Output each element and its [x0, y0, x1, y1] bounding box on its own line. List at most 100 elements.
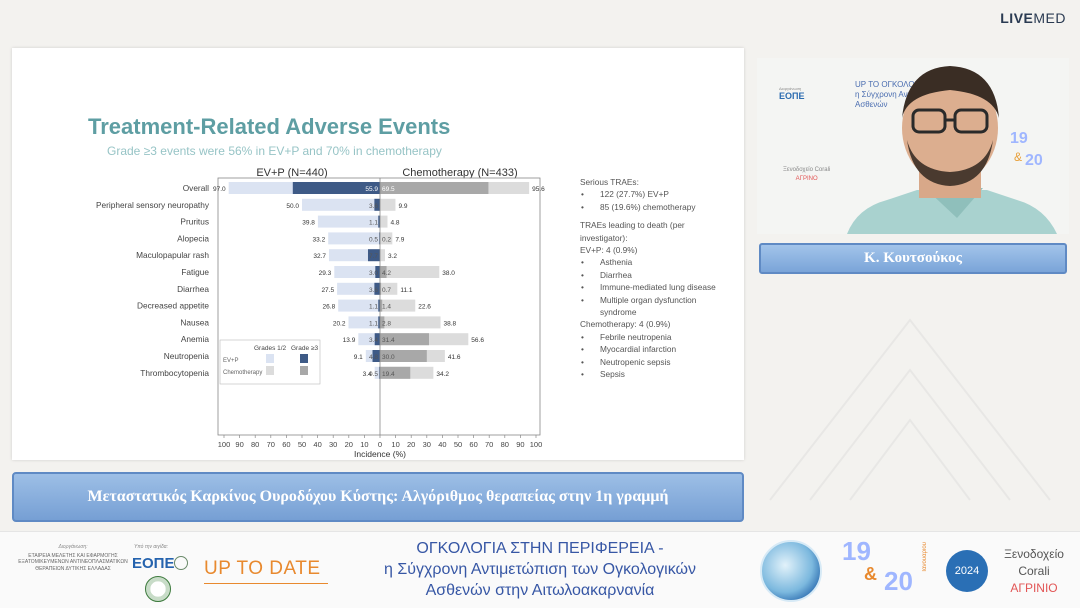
- year-badge: 2024: [946, 550, 988, 592]
- ev-all-grade-label: 20.2: [333, 320, 346, 327]
- speaker-name: Κ. Κουτσούκος: [864, 250, 962, 266]
- ev-all-grade-label: 9.1: [354, 354, 363, 361]
- category-label: Decreased appetite: [137, 301, 209, 311]
- x-tick-label: 80: [251, 440, 259, 449]
- ev-all-grade-bar: [334, 266, 380, 278]
- chemo-all-grade-label: 38.8: [444, 320, 457, 327]
- chemo-all-grade-label: 22.6: [418, 304, 431, 311]
- x-tick-label: 0: [378, 440, 382, 449]
- slide-title: Treatment-Related Adverse Events: [88, 114, 451, 139]
- ev-deaths-list: Asthenia Diarrhea Immune-mediated lung d…: [580, 256, 730, 318]
- category-label: Maculopapular rash: [136, 250, 209, 260]
- ev-grade3-label: 3.6: [369, 203, 378, 210]
- livemed-logo: LIVEMED: [1000, 10, 1066, 26]
- chemo-grade3-label: 19.4: [382, 371, 395, 378]
- list-item: Febrile neutropenia: [580, 331, 730, 344]
- x-tick-label: 70: [485, 440, 493, 449]
- left-group-label: EV+P (N=440): [256, 167, 327, 179]
- ev-all-grade-bar: [328, 249, 380, 262]
- chemo-all-grade-bar: [380, 198, 396, 211]
- chemo-all-grade-label: 4.8: [390, 220, 399, 227]
- ev-grade3-label: 55.9: [365, 186, 378, 193]
- ev-grade3-bar: [372, 350, 380, 362]
- topic-title: Μεταστατικός Καρκίνος Ουροδόχου Κύστης: …: [87, 488, 669, 505]
- event-title: ΟΓΚΟΛΟΓΙΑ ΣΤΗΝ ΠΕΡΙΦΕΡΕΙΑ - η Σύγχρονη Α…: [383, 540, 696, 599]
- chemo-grade3-bar: [380, 266, 387, 278]
- video-backdrop-19: 19: [1010, 130, 1028, 147]
- chemo-all-grade-bar: [380, 316, 441, 329]
- list-item: Sepsis: [580, 368, 730, 381]
- list-item: Diarrhea: [580, 269, 730, 282]
- chemo-all-grade-label: 95.6: [532, 186, 545, 193]
- chemo-grade3-label: 1.4: [382, 304, 391, 311]
- x-tick-label: 40: [438, 440, 446, 449]
- slide-subtitle: Grade ≥3 events were 56% in EV+P and 70%…: [107, 144, 442, 158]
- x-tick-label: 10: [391, 440, 399, 449]
- ev-all-grade-label: 33.2: [313, 236, 326, 243]
- chemo-grade3-bar: [380, 182, 489, 194]
- ev-all-grade-label: 13.9: [343, 337, 356, 344]
- x-tick-label: 100: [218, 440, 231, 449]
- ev-all-grade-bar: [338, 299, 380, 312]
- serious-traes-list: 122 (27.7%) EV+P 85 (19.6%) chemotherapy: [580, 188, 730, 213]
- seal-icon: [174, 556, 188, 570]
- ev-all-grade-bar: [348, 316, 380, 329]
- ev-grade3-bar: [378, 215, 380, 228]
- chemo-grade3-bar: [380, 366, 411, 379]
- ev-all-grade-label: 26.8: [323, 304, 336, 311]
- date-20: 20: [884, 566, 913, 596]
- x-tick-label: 80: [501, 440, 509, 449]
- x-tick-label: 20: [345, 440, 353, 449]
- background-decoration: [769, 318, 1051, 501]
- list-item: Myocardial infarction: [580, 343, 730, 356]
- plot-frame: [217, 177, 541, 436]
- topic-bar: Μεταστατικός Καρκίνος Ουροδόχου Κύστης: …: [12, 472, 744, 522]
- x-tick-label: 50: [298, 440, 306, 449]
- ev-grade3-label: 7.7: [369, 253, 378, 260]
- chemo-all-grade-label: 38.0: [442, 270, 455, 277]
- chemo-deaths-heading: Chemotherapy: 4 (0.9%): [580, 319, 671, 330]
- ev-grade3-bar: [374, 333, 380, 346]
- chemo-grade3-label: 31.4: [382, 337, 395, 344]
- up-to-date-underline: [204, 583, 328, 584]
- adverse-events-chart: EV+P (N=440) Chemotherapy (N=433) Overall 9…: [96, 167, 545, 459]
- x-tick-label: 40: [313, 440, 321, 449]
- video-backdrop-20: 20: [1025, 152, 1043, 169]
- globe-icon: [760, 540, 822, 602]
- chemo-grade3-label: 30.0: [382, 354, 395, 361]
- ev-grade3-label: 4.8: [369, 354, 378, 361]
- category-label: Peripheral sensory neuropathy: [96, 200, 210, 210]
- list-item: 122 (27.7%) EV+P: [580, 188, 730, 201]
- chemo-all-grade-bar: [380, 299, 416, 312]
- ev-grade3-label: 1.1: [369, 320, 378, 327]
- aegis-label: Υπό την αιγίδα:: [134, 544, 168, 550]
- list-item: Immune-mediated lung disease: [580, 281, 730, 294]
- ev-grade3-bar: [375, 266, 380, 278]
- x-tick-label: 60: [282, 440, 290, 449]
- legend-row2-label: Chemotherapy: [223, 370, 262, 376]
- x-tick-label: 20: [407, 440, 415, 449]
- up-to-date-logo: UP TO DATE: [204, 558, 321, 579]
- ev-all-grade-bar: [358, 333, 380, 346]
- chemo-all-grade-label: 9.9: [398, 203, 407, 210]
- chemo-grade3-label: 69.5: [382, 186, 395, 193]
- ev-grade3-label: 3.0: [369, 270, 378, 277]
- x-tick-label: 70: [267, 440, 275, 449]
- chemo-all-grade-label: 3.2: [388, 253, 397, 260]
- category-label: Thrombocytopenia: [140, 368, 209, 378]
- ev-all-grade-label: 29.3: [319, 270, 332, 277]
- video-backdrop-hotel: Ξενοδοχείο Corali ΑΓΡΙΝΟ: [783, 167, 831, 182]
- ev-all-grade-label: 32.7: [313, 253, 326, 260]
- chemo-all-grade-bar: [380, 249, 385, 262]
- speaker-person: [847, 66, 1057, 234]
- date-19: 19: [842, 536, 871, 566]
- x-axis-label: Incidence (%): [354, 449, 406, 459]
- chemo-grade3-label: 4.2: [382, 270, 391, 277]
- legend-ev-light-swatch: [266, 354, 274, 363]
- x-tick-label: 10: [360, 440, 368, 449]
- category-label: Alopecia: [177, 233, 209, 243]
- x-tick-label: 30: [423, 440, 431, 449]
- x-tick-label: 90: [235, 440, 243, 449]
- chemo-grade3-label: 0.2: [382, 236, 391, 243]
- ev-grade3-bar: [378, 316, 380, 329]
